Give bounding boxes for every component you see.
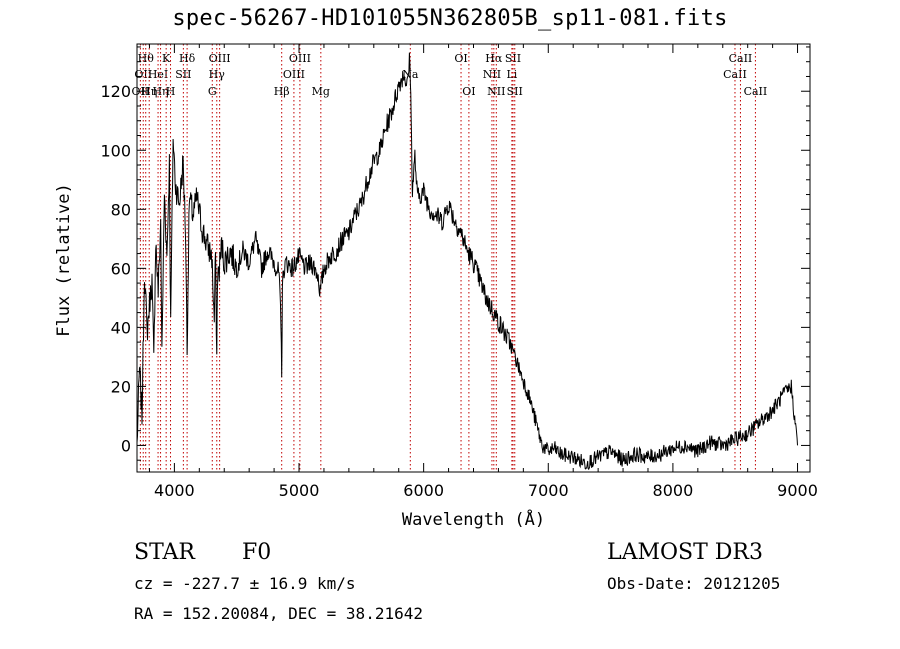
y-tick-label: 40 [111, 318, 131, 337]
line-marker-label: Hθ [138, 52, 155, 65]
line-marker-label: NII [487, 85, 505, 98]
x-tick-label: 5000 [279, 481, 320, 500]
line-marker-label: SII [505, 52, 521, 65]
coordinates-text: RA = 152.20084, DEC = 38.21642 [134, 604, 423, 623]
object-subclass: F0 [242, 540, 272, 565]
y-tick-label: 0 [121, 436, 131, 455]
line-marker-label: Mg [312, 85, 330, 98]
line-marker-label: Hη [141, 85, 157, 98]
line-marker-label: CaII [744, 85, 768, 98]
line-marker-label: OIII [289, 52, 311, 65]
redshift-text: cz = -227.7 ± 16.9 km/s [134, 574, 356, 593]
object-class: STAR [134, 540, 195, 565]
line-marker-label: OI [454, 52, 467, 65]
line-marker-label: Hα [485, 52, 503, 65]
chart-title: spec-56267-HD101055N362805B_sp11-081.fit… [172, 6, 728, 31]
line-marker-label: H [166, 85, 176, 98]
spectrum-line [137, 52, 798, 471]
line-marker-label: CaII [729, 52, 753, 65]
line-marker-label: OIII [209, 52, 231, 65]
line-marker-label: NII [483, 68, 501, 81]
line-marker-label: Li [506, 68, 517, 81]
line-marker-label: Hη [152, 85, 168, 98]
obs-date-text: Obs-Date: 20121205 [607, 574, 781, 593]
x-tick-label: 4000 [154, 481, 195, 500]
line-marker-label: OII [134, 68, 152, 81]
line-marker-label: Hγ [209, 68, 226, 81]
line-marker-label: Hδ [179, 52, 196, 65]
x-tick-label: 6000 [403, 481, 444, 500]
line-marker-label: OI [462, 85, 475, 98]
y-tick-label: 20 [111, 377, 131, 396]
x-axis-label: Wavelength (Å) [401, 510, 546, 530]
line-marker-label: SII [507, 85, 523, 98]
line-marker-label: G [208, 85, 217, 98]
y-tick-label: 100 [100, 141, 131, 160]
line-marker-label: OIII [283, 68, 305, 81]
line-marker-label: HeI [148, 68, 168, 81]
line-marker-label: K [162, 52, 171, 65]
x-tick-label: 9000 [777, 481, 818, 500]
y-axis-label: Flux (relative) [54, 183, 74, 337]
survey-name: LAMOST DR3 [607, 540, 763, 565]
y-tick-label: 120 [100, 82, 131, 101]
line-marker-label: CaII [723, 68, 747, 81]
y-tick-label: 80 [111, 200, 131, 219]
y-tick-label: 60 [111, 259, 131, 278]
x-tick-label: 8000 [653, 481, 694, 500]
line-marker-label: SII [175, 68, 191, 81]
x-tick-label: 7000 [528, 481, 569, 500]
plot-frame [136, 43, 811, 473]
line-marker-label: Hβ [274, 85, 290, 98]
